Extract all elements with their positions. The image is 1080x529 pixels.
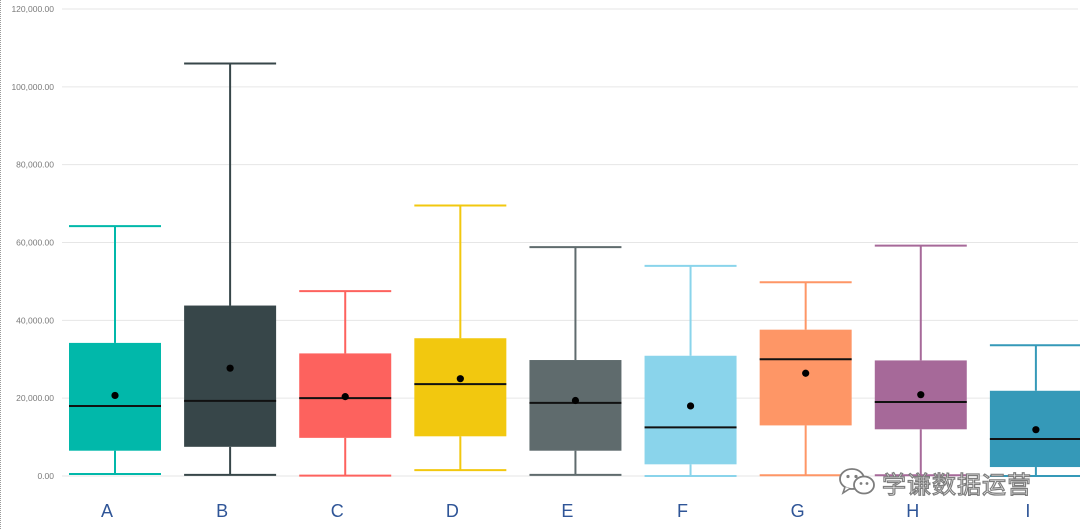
y-tick-label: 60,000.00: [16, 238, 54, 248]
x-tick-label: C: [331, 501, 344, 521]
x-tick-label: I: [1025, 501, 1030, 521]
x-tick-label: E: [561, 501, 573, 521]
mean-marker: [571, 396, 580, 405]
mean-marker: [111, 391, 119, 400]
mean-marker: [917, 391, 925, 399]
y-tick-label: 20,000.00: [16, 393, 54, 403]
x-tick-label: G: [791, 501, 805, 521]
iqr-box: [529, 360, 622, 451]
y-tick-label: 0.00: [37, 471, 54, 481]
box-series: [69, 62, 1080, 477]
box-F: [644, 264, 737, 477]
y-tick-label: 80,000.00: [16, 160, 54, 170]
x-tick-label: D: [446, 501, 459, 521]
box-C: [299, 290, 392, 477]
mean-marker: [341, 393, 349, 401]
iqr-box: [184, 305, 277, 447]
box-A: [69, 225, 161, 476]
box-D: [414, 204, 507, 472]
box-E: [529, 246, 622, 476]
mean-marker: [226, 364, 234, 372]
iqr-box: [644, 355, 737, 465]
y-tick-label: 40,000.00: [16, 315, 54, 325]
box-B: [184, 62, 277, 476]
left-border: [0, 0, 1, 529]
iqr-box: [759, 329, 852, 426]
iqr-box: [414, 338, 507, 437]
x-tick-label: H: [906, 501, 919, 521]
mean-marker: [686, 402, 695, 410]
mean-marker: [802, 369, 810, 377]
y-axis: 0.00 20,000.00 40,000.00 60,000.00 80,000.00…: [11, 4, 54, 481]
wechat-icon: [839, 468, 875, 495]
box-G: [759, 281, 852, 477]
watermark: 学谦数据运营: [838, 464, 1032, 500]
watermark-text: 学谦数据运营: [881, 470, 1032, 499]
x-tick-label: B: [216, 501, 228, 521]
box-I: [989, 344, 1080, 477]
x-axis: A B C D E F G H I: [101, 501, 1030, 521]
y-tick-label: 120,000.00: [11, 4, 54, 14]
x-tick-label: F: [677, 501, 688, 521]
x-tick-label: A: [101, 501, 113, 521]
mean-marker: [1032, 426, 1040, 434]
box-H: [874, 244, 967, 477]
mean-marker: [456, 375, 464, 383]
y-tick-label: 100,000.00: [11, 82, 54, 92]
